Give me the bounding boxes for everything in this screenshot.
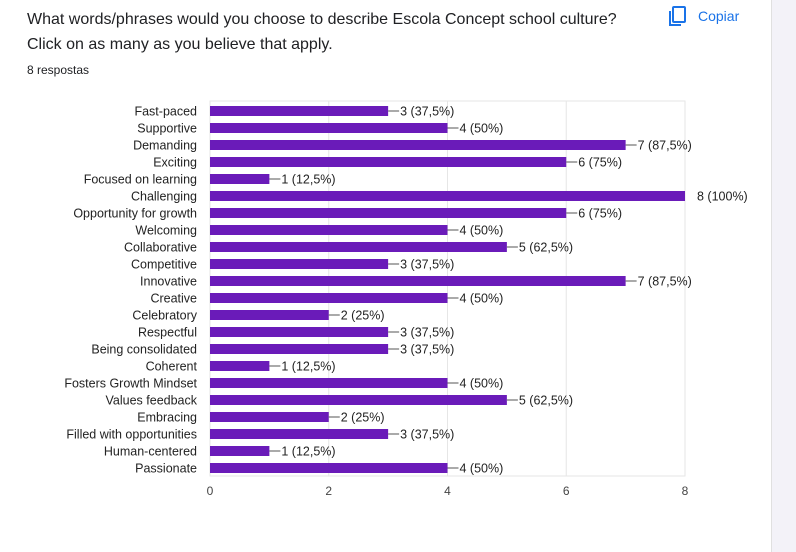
- bar: [210, 463, 448, 473]
- value-label: 3 (37,5%): [400, 105, 454, 119]
- category-label: Supportive: [137, 122, 197, 136]
- category-label: Values feedback: [106, 394, 198, 408]
- bar: [210, 395, 507, 405]
- value-label: 7 (87,5%): [638, 139, 692, 153]
- response-count: 8 respostas: [27, 63, 90, 77]
- category-label: Respectful: [138, 326, 197, 340]
- category-label: Opportunity for growth: [73, 207, 197, 221]
- value-label: 3 (37,5%): [400, 326, 454, 340]
- value-label: 4 (50%): [460, 377, 504, 391]
- bar: [210, 191, 685, 201]
- bar: [210, 174, 270, 184]
- bar: [210, 276, 626, 286]
- bar: [210, 208, 567, 218]
- bar: [210, 429, 389, 439]
- category-label: Human-centered: [104, 445, 197, 459]
- category-label: Welcoming: [135, 224, 197, 238]
- category-label: Competitive: [131, 258, 197, 272]
- category-label: Creative: [150, 292, 197, 306]
- value-label: 7 (87,5%): [638, 275, 692, 289]
- category-label: Filled with opportunities: [66, 428, 197, 442]
- bar-chart: 0 2 4 6 8 Fast-paced 3 (37,5%) Supportive 4 (50%…: [64, 100, 748, 498]
- value-label: 2 (25%): [341, 309, 385, 323]
- bar: [210, 259, 389, 269]
- category-label: Innovative: [140, 275, 197, 289]
- category-label: Focused on learning: [84, 173, 197, 187]
- bar: [210, 344, 389, 354]
- bar: [210, 242, 507, 252]
- question-title: What words/phrases would you choose to d…: [27, 11, 617, 53]
- x-tick-label: 8: [682, 484, 689, 498]
- question-card: What words/phrases would you choose to d…: [0, 0, 772, 552]
- bar: [210, 123, 448, 133]
- value-label: 1 (12,5%): [281, 173, 335, 187]
- x-tick-label: 0: [207, 484, 214, 498]
- value-label: 8 (100%): [697, 190, 748, 204]
- x-tick-label: 2: [325, 484, 332, 498]
- x-tick-label: 6: [563, 484, 570, 498]
- bar: [210, 327, 389, 337]
- category-label: Fast-paced: [134, 105, 197, 119]
- value-label: 3 (37,5%): [400, 343, 454, 357]
- value-label: 5 (62,5%): [519, 394, 573, 408]
- value-label: 3 (37,5%): [400, 258, 454, 272]
- bar: [210, 310, 329, 320]
- value-label: 4 (50%): [460, 292, 504, 306]
- copy-icon: [669, 6, 686, 26]
- category-label: Passionate: [135, 462, 197, 476]
- x-tick-label: 4: [444, 484, 451, 498]
- value-label: 4 (50%): [460, 122, 504, 136]
- category-label: Embracing: [137, 411, 197, 425]
- bar: [210, 106, 389, 116]
- value-label: 1 (12,5%): [281, 445, 335, 459]
- bar: [210, 378, 448, 388]
- bar: [210, 157, 567, 167]
- value-label: 4 (50%): [460, 224, 504, 238]
- copy-button[interactable]: Copiar: [666, 4, 739, 28]
- value-label: 2 (25%): [341, 411, 385, 425]
- category-label: Challenging: [131, 190, 197, 204]
- category-label: Demanding: [133, 139, 197, 153]
- category-label: Celebratory: [132, 309, 197, 323]
- value-label: 5 (62,5%): [519, 241, 573, 255]
- bar: [210, 225, 448, 235]
- value-label: 3 (37,5%): [400, 428, 454, 442]
- category-label: Fosters Growth Mindset: [64, 377, 197, 391]
- value-label: 6 (75%): [578, 156, 622, 170]
- value-label: 6 (75%): [578, 207, 622, 221]
- value-label: 1 (12,5%): [281, 360, 335, 374]
- bar: [210, 446, 270, 456]
- bar: [210, 361, 270, 371]
- bar: [210, 293, 448, 303]
- category-label: Collaborative: [124, 241, 197, 255]
- bar: [210, 140, 626, 150]
- value-label: 4 (50%): [460, 462, 504, 476]
- category-label: Being consolidated: [91, 343, 197, 357]
- category-label: Coherent: [146, 360, 198, 374]
- category-label: Exciting: [153, 156, 197, 170]
- bar: [210, 412, 329, 422]
- copy-label: Copiar: [698, 8, 740, 24]
